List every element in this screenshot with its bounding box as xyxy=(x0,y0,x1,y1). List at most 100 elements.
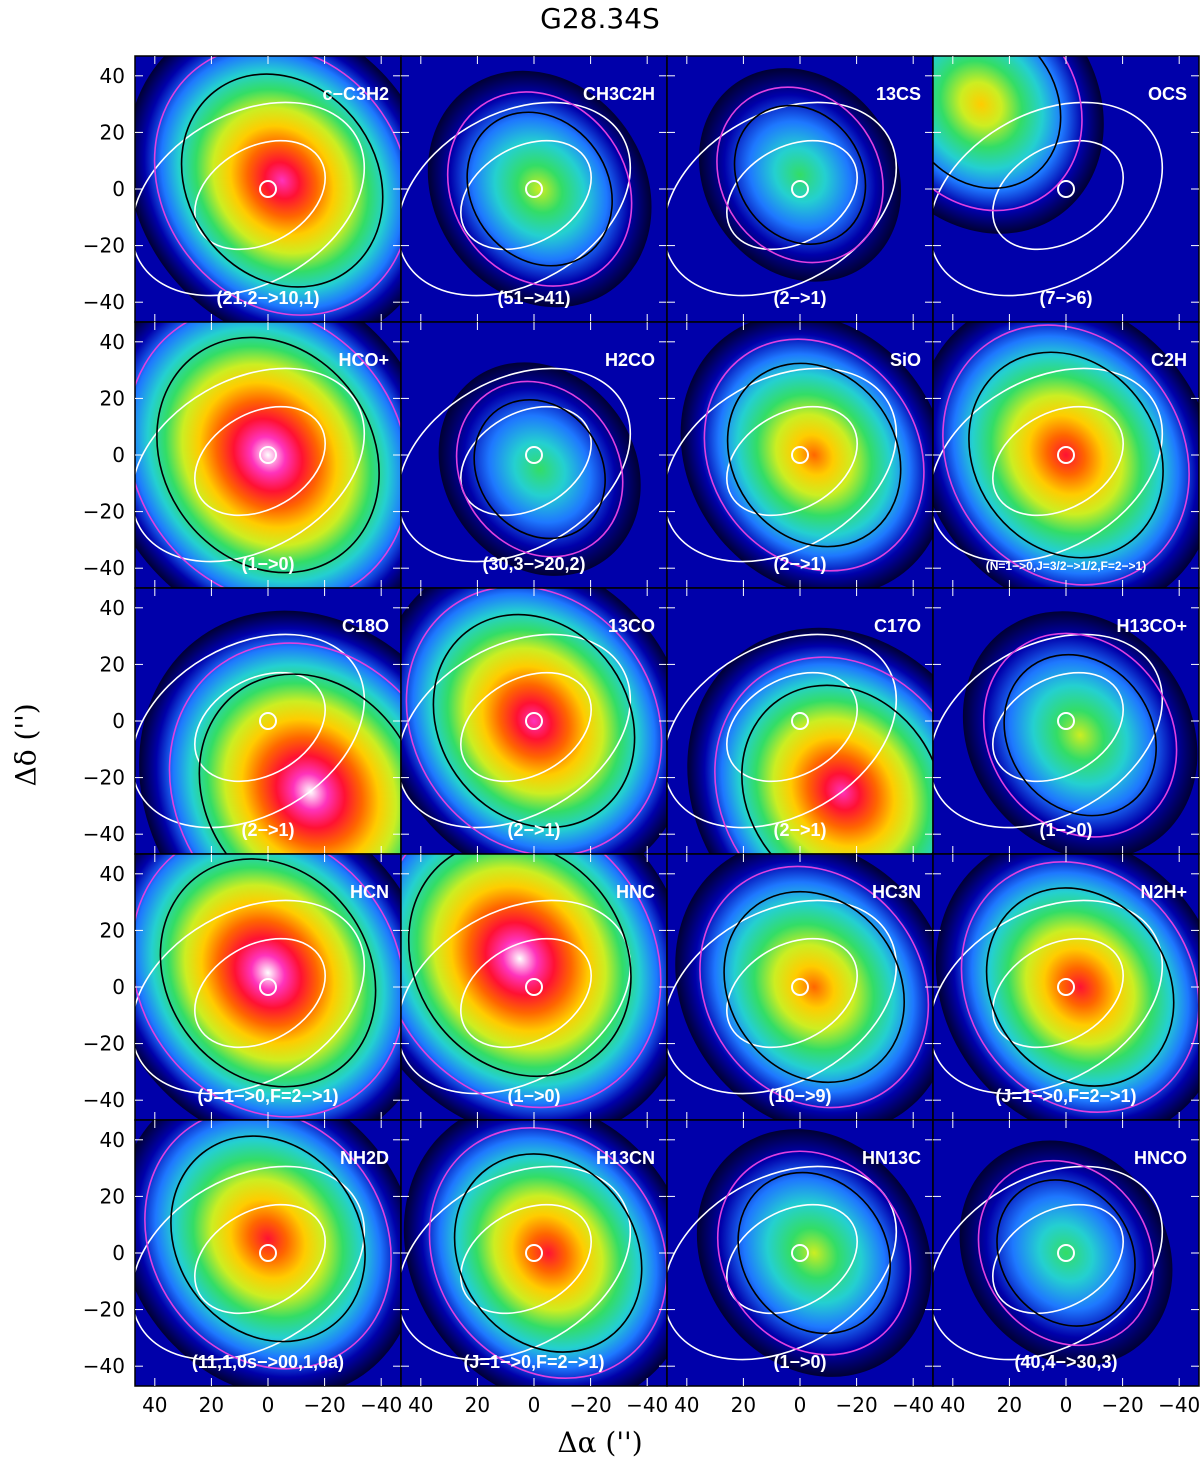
emission-blob xyxy=(933,56,1104,234)
emission-contour xyxy=(726,362,902,548)
emission-contour xyxy=(153,56,401,316)
y-tick-label: 40 xyxy=(100,330,125,354)
emission-contour xyxy=(405,588,663,854)
emission-blob xyxy=(696,1129,932,1377)
y-tick-label: 0 xyxy=(112,975,125,999)
panel-4 xyxy=(933,56,1199,322)
reference-contour xyxy=(259,1244,277,1262)
y-tick-label: −40 xyxy=(83,1088,125,1112)
transition-label: (21,2−>10,1) xyxy=(216,288,319,308)
emission-contour xyxy=(407,854,632,1078)
panel-2 xyxy=(401,56,667,322)
panel-8 xyxy=(933,322,1199,588)
reference-contour xyxy=(135,101,366,297)
panel-9 xyxy=(135,588,401,854)
reference-contour xyxy=(933,367,1164,563)
reference-contour xyxy=(791,180,809,198)
reference-contour xyxy=(135,367,366,563)
transition-label: (10−>9) xyxy=(768,1086,831,1106)
panel-7 xyxy=(667,322,933,588)
emission-contour xyxy=(960,860,1199,1114)
y-tick-label: 20 xyxy=(100,386,125,410)
transition-label: (2−>1) xyxy=(241,820,294,840)
emission-contour xyxy=(144,1120,392,1370)
emission-blob xyxy=(401,854,667,1120)
reference-contour xyxy=(460,671,592,783)
emission-blob xyxy=(935,854,1199,1120)
emission-blob xyxy=(675,854,933,1120)
reference-contour xyxy=(401,1165,632,1361)
y-tick-label: 40 xyxy=(100,64,125,88)
x-tick-label: −40 xyxy=(1158,1393,1200,1417)
chart-title: G28.34S xyxy=(540,2,660,35)
x-tick-label: 0 xyxy=(528,1393,541,1417)
y-tick-label: 40 xyxy=(100,1128,125,1152)
transition-label: (30,3−>20,2) xyxy=(482,554,585,574)
reference-contour xyxy=(726,671,858,783)
molecule-label: c−C3H2 xyxy=(322,84,389,104)
molecule-label: 13CO xyxy=(608,616,655,636)
y-tick-label: 0 xyxy=(112,177,125,201)
transition-label: (11,1,0s−>00,1,0a) xyxy=(192,1352,344,1372)
emission-contour xyxy=(432,613,636,829)
reference-contour xyxy=(525,1244,543,1262)
molecule-label: CH3C2H xyxy=(583,84,655,104)
emission-blob xyxy=(680,322,933,588)
reference-contour xyxy=(259,712,277,730)
reference-contour xyxy=(667,899,898,1095)
panel-20 xyxy=(933,1120,1199,1386)
molecule-label: C2H xyxy=(1151,350,1187,370)
transition-label: (2−>1) xyxy=(773,554,826,574)
emission-blob xyxy=(438,362,641,576)
reference-contour xyxy=(992,671,1124,783)
x-tick-label: −20 xyxy=(303,1393,345,1417)
x-tick-label: 40 xyxy=(940,1393,965,1417)
emission-contour xyxy=(982,632,1178,838)
x-tick-label: 20 xyxy=(199,1393,224,1417)
reference-contour xyxy=(1057,446,1075,464)
emission-contour xyxy=(968,351,1164,559)
y-tick-label: 0 xyxy=(112,1241,125,1265)
emission-contour xyxy=(168,642,401,854)
emission-contour xyxy=(933,56,1083,212)
emission-contour xyxy=(933,56,1062,190)
y-tick-label: −20 xyxy=(83,1032,125,1056)
molecule-label: HNCO xyxy=(1134,1148,1187,1168)
emission-blob xyxy=(933,322,1199,588)
emission-blob xyxy=(135,322,401,588)
reference-contour xyxy=(259,446,277,464)
reference-contour xyxy=(525,446,543,464)
reference-contour xyxy=(460,937,592,1049)
reference-contour xyxy=(992,937,1124,1049)
reference-contour xyxy=(933,899,1164,1095)
y-tick-label: −20 xyxy=(83,1298,125,1322)
molecule-label: HN13C xyxy=(862,1148,921,1168)
reference-contour xyxy=(460,139,592,251)
x-tick-label: −40 xyxy=(626,1393,668,1417)
y-tick-label: −40 xyxy=(83,556,125,580)
transition-label: (J=1−>0,F=2−>1) xyxy=(463,1352,604,1372)
reference-contour xyxy=(259,978,277,996)
reference-contour xyxy=(992,139,1124,251)
reference-contour xyxy=(1057,978,1075,996)
emission-contour xyxy=(723,890,906,1084)
emission-contour xyxy=(156,336,380,574)
emission-contour xyxy=(716,86,884,264)
emission-contour xyxy=(170,1135,366,1343)
reference-contour xyxy=(726,1203,858,1315)
emission-contour xyxy=(401,854,662,1109)
y-tick-label: −40 xyxy=(83,822,125,846)
y-tick-label: 20 xyxy=(100,1184,125,1208)
transition-label: (J=1−>0,F=2−>1) xyxy=(197,1086,338,1106)
reference-contour xyxy=(667,367,898,563)
y-tick-label: 20 xyxy=(100,918,125,942)
reference-contour xyxy=(791,446,809,464)
molecule-label: C18O xyxy=(342,616,389,636)
emission-contour xyxy=(699,865,930,1109)
transition-label: (40,4−>30,3) xyxy=(1014,1352,1117,1372)
emission-contour xyxy=(473,399,606,540)
reference-contour xyxy=(194,937,326,1049)
reference-contour xyxy=(401,899,632,1095)
emission-contour xyxy=(428,1126,667,1380)
emission-blob xyxy=(427,70,652,308)
